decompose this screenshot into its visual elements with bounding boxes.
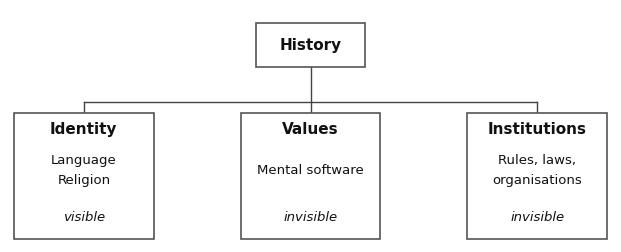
Text: organisations: organisations [492, 174, 582, 187]
Text: Rules, laws,: Rules, laws, [498, 153, 576, 167]
Text: Religion: Religion [57, 174, 111, 187]
Text: invisible: invisible [283, 211, 338, 225]
Text: invisible: invisible [510, 211, 564, 225]
FancyBboxPatch shape [241, 113, 380, 239]
Text: Language: Language [51, 153, 117, 167]
FancyBboxPatch shape [467, 113, 607, 239]
Text: visible: visible [63, 211, 105, 225]
Text: Institutions: Institutions [487, 122, 587, 137]
Text: Values: Values [282, 122, 339, 137]
FancyBboxPatch shape [14, 113, 154, 239]
FancyBboxPatch shape [256, 23, 365, 68]
Text: Identity: Identity [50, 122, 117, 137]
Text: Mental software: Mental software [257, 164, 364, 177]
Text: History: History [279, 38, 342, 53]
